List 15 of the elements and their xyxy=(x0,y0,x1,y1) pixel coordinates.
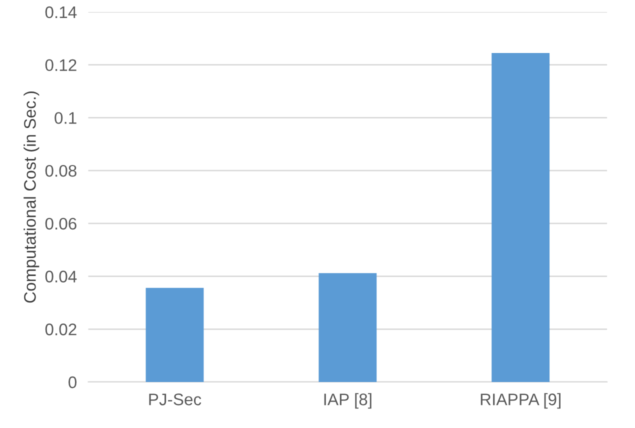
bar xyxy=(492,52,550,382)
y-tick-label: 0.04 xyxy=(45,270,77,282)
x-tick-label: PJ-Sec xyxy=(149,394,202,406)
bar xyxy=(146,288,204,382)
x-tick-label: IAP [8] xyxy=(324,393,372,409)
y-tick-label: 0 xyxy=(68,376,77,388)
x-tick-label: RIAPPA [9] xyxy=(480,393,560,409)
y-tick-label: 0.1 xyxy=(54,112,76,124)
y-axis-title: Computational Cost (in Sec.) xyxy=(24,91,40,303)
y-tick-label: 0.12 xyxy=(45,59,76,72)
bar xyxy=(318,273,377,382)
y-tick-label: 0.14 xyxy=(45,6,77,18)
y-tick-label: 0.02 xyxy=(45,324,76,336)
y-tick-label: 0.08 xyxy=(45,164,76,177)
y-tick-label: 0.06 xyxy=(45,218,76,230)
